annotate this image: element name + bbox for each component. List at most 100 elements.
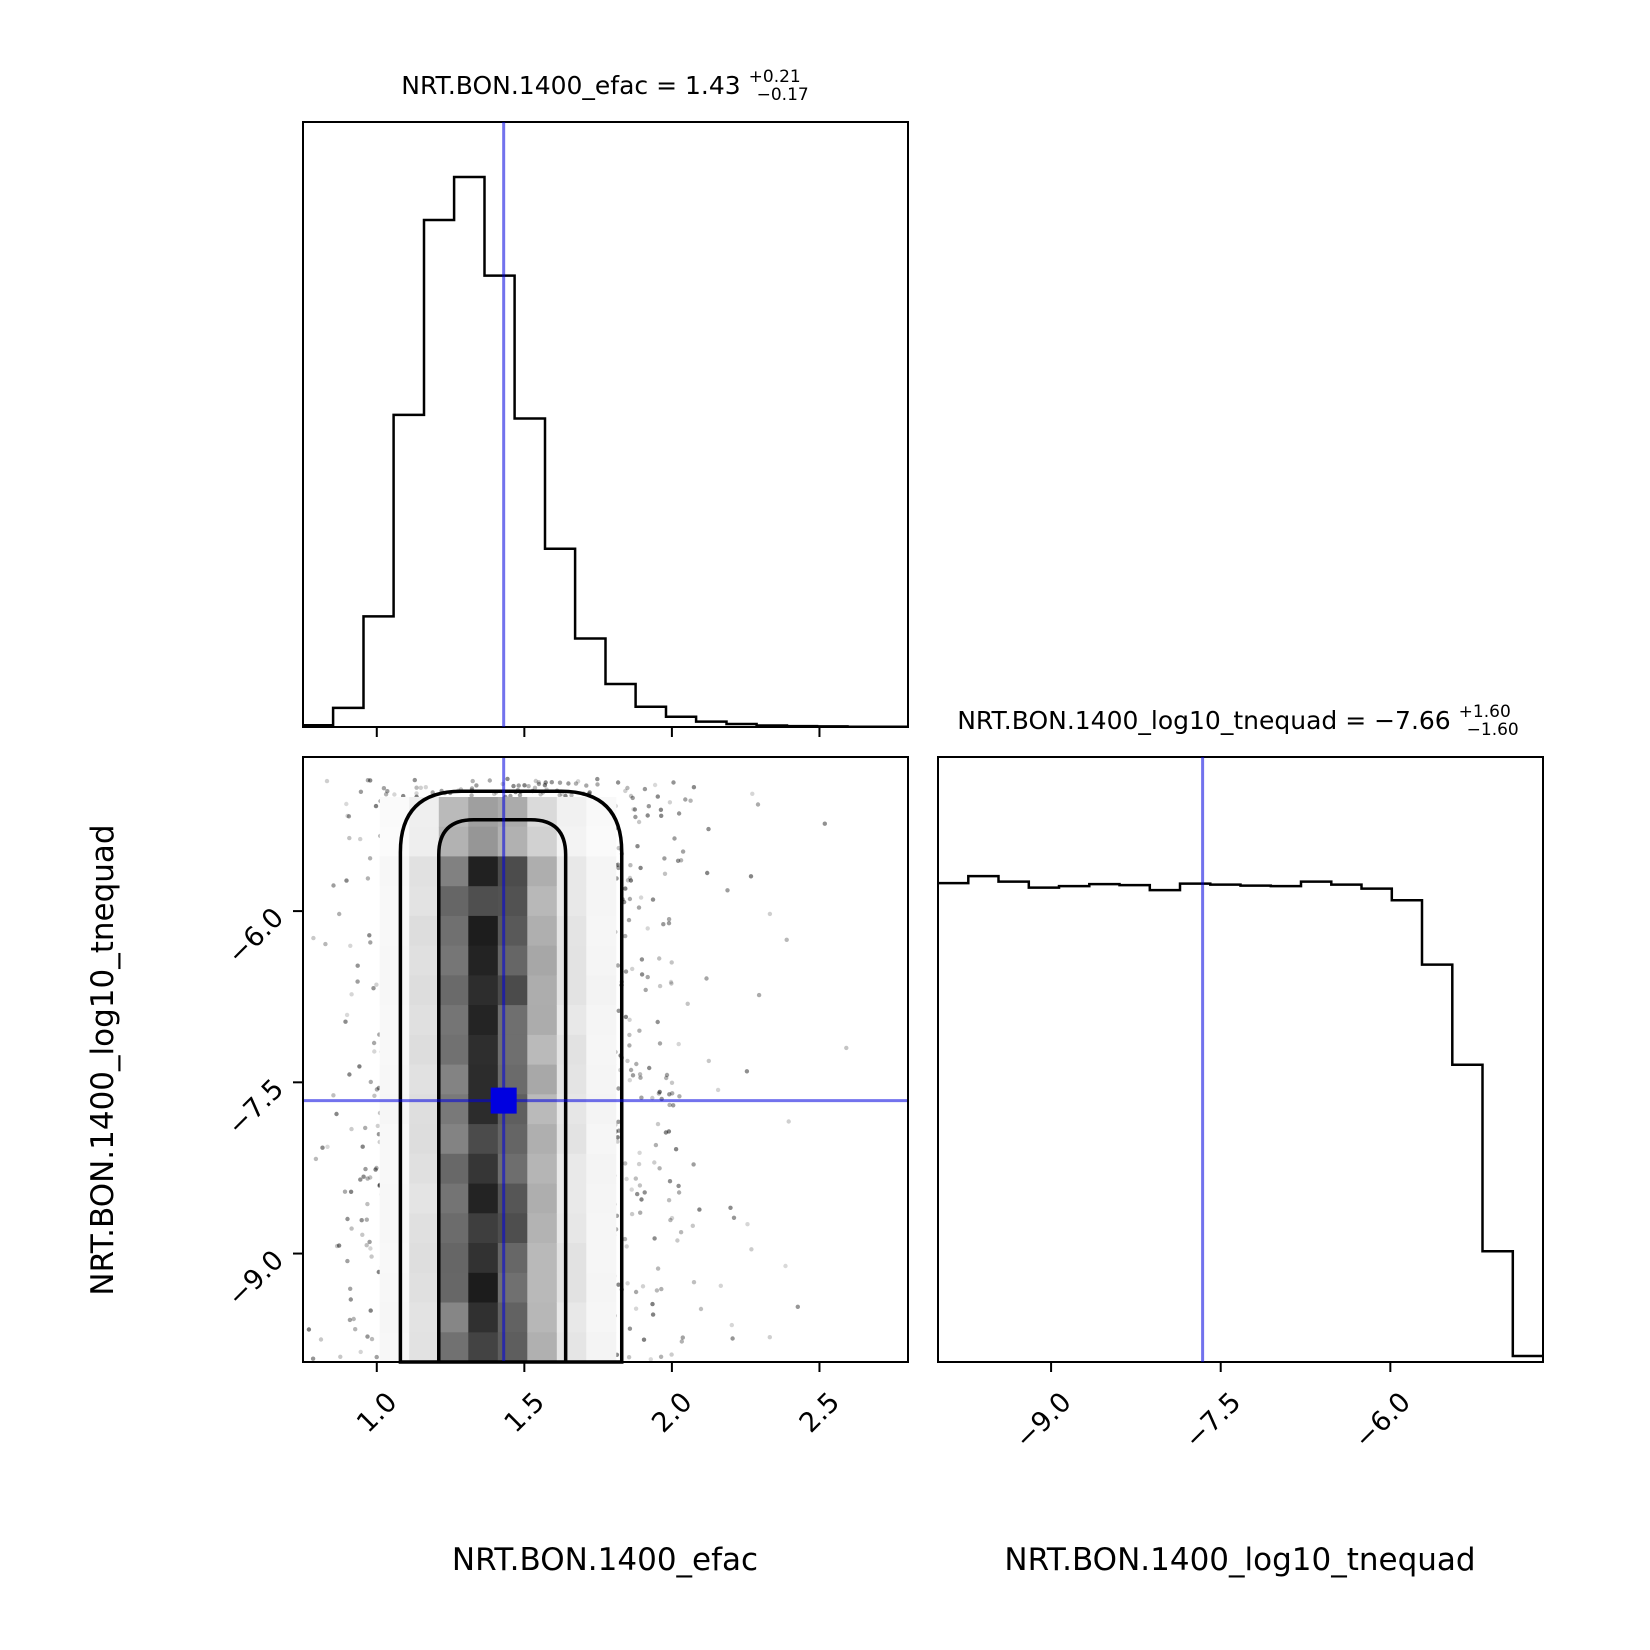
- scatter-point: [325, 1144, 330, 1150]
- density-cell: [556, 886, 587, 917]
- contour-outer: [398, 789, 624, 1364]
- scatter-point: [653, 1142, 659, 1148]
- density-cell: [438, 945, 469, 976]
- scatter-point: [635, 844, 640, 849]
- scatter-point: [337, 911, 342, 917]
- scatter-point: [338, 1354, 343, 1360]
- scatter-point: [517, 793, 523, 798]
- scatter-point: [368, 1246, 373, 1251]
- scatter-point: [688, 798, 693, 803]
- density-cell: [556, 945, 587, 976]
- scatter-point: [557, 780, 563, 785]
- scatter-point: [358, 1177, 363, 1182]
- scatter-point: [783, 1263, 788, 1269]
- scatter-point: [371, 986, 376, 991]
- scatter-point: [487, 778, 492, 783]
- scatter-point: [633, 814, 638, 820]
- density-cell: [379, 915, 410, 947]
- scatter-point: [615, 963, 621, 968]
- joint-frame: [302, 756, 909, 1363]
- density-cell: [527, 975, 558, 1006]
- tnequad-x-ticks: −9.0 −7.5 −6.0: [1009, 1362, 1417, 1455]
- scatter-point: [666, 917, 672, 922]
- scatter-point: [627, 1032, 632, 1038]
- scatter-point: [748, 874, 754, 879]
- scatter-point: [691, 1280, 697, 1285]
- scatter-point: [655, 794, 660, 799]
- scatter-point: [311, 935, 316, 941]
- scatter-point: [633, 1306, 639, 1311]
- scatter-point: [358, 836, 363, 842]
- scatter-point: [658, 1354, 664, 1360]
- density-cell: [438, 1183, 469, 1214]
- density-cell: [556, 1183, 587, 1214]
- density-cell: [468, 915, 499, 947]
- tnequad-histogram-title: NRT.BON.1400_log10_tnequad = −7.66 +1.60…: [957, 694, 1519, 740]
- x-tick-label: −6.0: [1349, 1387, 1417, 1455]
- scatter-point: [704, 976, 709, 981]
- y-tick-label: −6.0: [222, 902, 290, 970]
- scatter-point: [423, 785, 428, 790]
- efac-title-main: NRT.BON.1400_efac = 1.43: [401, 71, 740, 100]
- scatter-point: [381, 786, 387, 791]
- scatter-point: [662, 871, 668, 876]
- scatter-point: [822, 821, 827, 826]
- density-cell: [556, 1005, 587, 1036]
- density-cell: [556, 915, 587, 947]
- density-cell: [468, 1272, 499, 1303]
- efac-histogram-frame: [302, 121, 909, 728]
- density-cell: [556, 1064, 587, 1095]
- density-cell: [438, 1332, 469, 1363]
- scatter-point: [348, 1189, 354, 1195]
- scatter-point: [795, 1304, 800, 1310]
- scatter-point: [358, 789, 364, 794]
- scatter-point: [675, 858, 681, 863]
- tnequad-title-sub: −1.60: [1467, 720, 1519, 740]
- density-cell: [409, 1243, 440, 1274]
- scatter-point: [360, 1144, 365, 1149]
- scatter-point: [358, 1349, 363, 1355]
- scatter-point: [657, 1089, 662, 1095]
- density-cell: [586, 886, 617, 917]
- scatter-point: [364, 1243, 369, 1248]
- density-cell: [586, 826, 617, 857]
- scatter-point: [385, 789, 390, 794]
- scatter-point: [641, 1337, 647, 1342]
- density-cell: [527, 1332, 558, 1363]
- scatter-point: [533, 778, 538, 784]
- density-cell: [409, 856, 440, 887]
- density-cell: [586, 1034, 617, 1066]
- density-cell: [438, 1064, 469, 1095]
- scatter-point: [691, 785, 697, 790]
- scatter-point: [623, 969, 629, 974]
- scatter-point: [615, 1135, 620, 1140]
- x-tick-label: 1.5: [499, 1387, 551, 1439]
- scatter-point: [666, 921, 672, 926]
- x-tick-label: −7.5: [1179, 1387, 1247, 1455]
- scatter-point: [364, 1217, 369, 1222]
- scatter-point: [627, 1017, 632, 1022]
- scatter-point: [367, 856, 373, 861]
- scatter-point: [625, 1281, 630, 1286]
- scatter-point: [349, 1126, 354, 1132]
- scatter-point: [542, 783, 548, 788]
- scatter-point: [657, 956, 662, 961]
- scatter-point: [745, 1222, 750, 1227]
- scatter-point: [369, 1254, 374, 1259]
- scatter-point: [652, 1160, 657, 1165]
- scatter-point: [767, 911, 773, 917]
- scatter-point: [670, 1091, 675, 1096]
- density-cell: [438, 1034, 469, 1066]
- density-cell: [379, 886, 410, 917]
- scatter-point: [616, 865, 621, 871]
- scatter-point: [669, 1215, 675, 1221]
- tnequad-histogram-steps: [938, 874, 1543, 1358]
- scatter-point: [360, 1232, 365, 1238]
- density-cell: [468, 1243, 499, 1274]
- scatter-point: [511, 783, 516, 789]
- density-cell: [468, 1302, 499, 1333]
- density-cell: [468, 1183, 499, 1214]
- scatter-point: [347, 1072, 352, 1077]
- scatter-point: [616, 845, 621, 851]
- scatter-point: [628, 863, 633, 868]
